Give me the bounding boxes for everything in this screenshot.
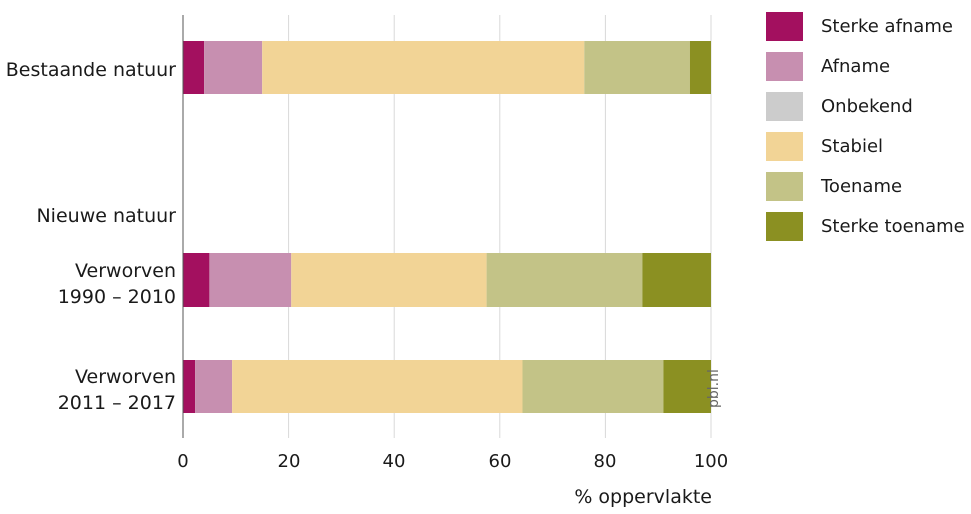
x-tick-label: 20	[277, 451, 301, 472]
bar-segment-sterke-toename	[663, 360, 711, 413]
bars	[183, 41, 711, 413]
bar-segment-afname	[204, 41, 263, 94]
legend-swatch	[766, 212, 803, 241]
bar-segment-stabiel	[291, 253, 487, 307]
x-tick-label: 60	[488, 451, 512, 472]
bar-segment-stabiel	[262, 41, 585, 94]
bar-segment-sterke-afname	[183, 41, 205, 94]
bar-segment-afname	[195, 360, 233, 413]
legend-label: Sterke afname	[821, 16, 953, 37]
x-tick-label: 40	[382, 451, 406, 472]
bar-segment-stabiel	[232, 360, 523, 413]
legend-label: Afname	[821, 56, 891, 77]
legend-swatch	[766, 92, 803, 121]
x-tick-label: 100	[693, 451, 729, 472]
x-tick-label: 80	[593, 451, 617, 472]
legend-label: Onbekend	[821, 96, 913, 117]
legend: Sterke afname Afname Onbekend Stabiel To…	[766, 12, 965, 252]
legend-swatch	[766, 132, 803, 161]
legend-item-afname: Afname	[766, 52, 965, 92]
bar-segment-toename	[522, 360, 664, 413]
bar-segment-afname	[209, 253, 292, 307]
x-tick-label: 0	[177, 451, 189, 472]
legend-item-toename: Toename	[766, 172, 965, 212]
legend-label: Toename	[821, 176, 903, 197]
legend-item-onbekend: Onbekend	[766, 92, 965, 132]
legend-swatch	[766, 12, 803, 41]
bar-segment-sterke-afname	[183, 360, 196, 413]
x-axis-label: % oppervlakte	[574, 486, 712, 508]
legend-item-sterke-afname: Sterke afname	[766, 12, 965, 52]
bar-segment-sterke-toename	[642, 253, 711, 307]
legend-label: Stabiel	[821, 136, 884, 157]
bar-segment-sterke-afname	[183, 253, 210, 307]
legend-swatch	[766, 52, 803, 81]
watermark: pbl.nl	[706, 369, 722, 408]
legend-item-sterke-toename: Sterke toename	[766, 212, 965, 252]
legend-label: Sterke toename	[821, 216, 965, 237]
bar-segment-sterke-toename	[689, 41, 711, 94]
group-heading-nieuwe-natuur: Nieuwe natuur	[36, 205, 176, 227]
bar-segment-toename	[584, 41, 690, 94]
bar-segment-toename	[486, 253, 643, 307]
legend-item-stabiel: Stabiel	[766, 132, 965, 172]
legend-swatch	[766, 172, 803, 201]
category-label-verworven-1990-2010: Verworven 1990 – 2010	[57, 260, 176, 308]
category-label-verworven-2011-2017: Verworven 2011 – 2017	[57, 366, 176, 414]
category-label-bestaande-natuur: Bestaande natuur	[5, 59, 176, 81]
